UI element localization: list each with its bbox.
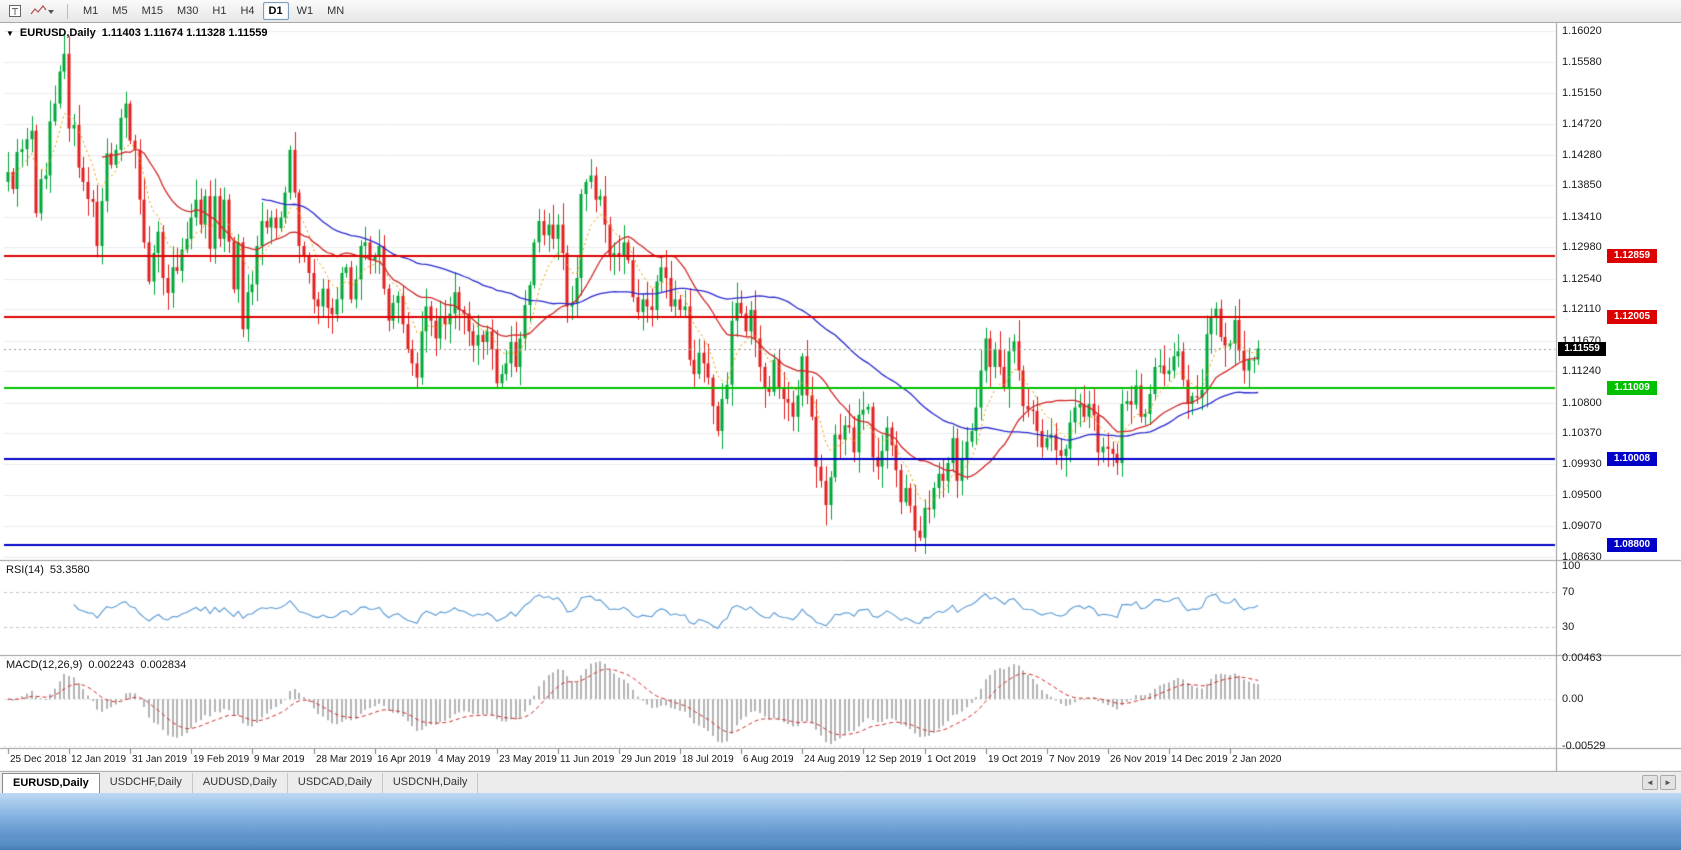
tab-audusd-daily[interactable]: AUDUSD,Daily — [193, 773, 288, 793]
tab-usdchf-daily[interactable]: USDCHF,Daily — [100, 773, 193, 793]
timeframe-d1[interactable]: D1 — [262, 2, 289, 20]
rsi-pane-title: RSI(14) 53.3580 — [6, 564, 90, 576]
quote-header: ▼ EURUSD,Daily 1.11403 1.11674 1.11328 1… — [6, 27, 268, 39]
tab-scroll-right-button[interactable]: ► — [1660, 775, 1676, 790]
tab-scroll-buttons: ◄ ► — [1642, 775, 1676, 790]
chart-style-dropdown[interactable] — [28, 2, 58, 21]
timeframe-h4[interactable]: H4 — [234, 2, 260, 20]
timeframe-m1[interactable]: M1 — [77, 2, 104, 20]
chevron-down-icon — [48, 10, 54, 14]
timeframe-mn[interactable]: MN — [321, 2, 350, 20]
macd-label: MACD(12,26,9) — [6, 659, 83, 671]
tab-usdcnh-daily[interactable]: USDCNH,Daily — [383, 773, 479, 793]
timeframe-w1[interactable]: W1 — [291, 2, 320, 20]
zigzag-icon — [30, 5, 47, 15]
toolbar: M1 M5 M15 M30 H1 H4 D1 W1 MN — [0, 0, 1681, 23]
macd-main-value: 0.002243 — [88, 659, 135, 671]
chart-window-icon[interactable] — [4, 2, 26, 21]
tab-usdcad-daily[interactable]: USDCAD,Daily — [288, 773, 383, 793]
timeframe-m30[interactable]: M30 — [171, 2, 204, 20]
timeframe-m5[interactable]: M5 — [106, 2, 133, 20]
symbol-label: EURUSD,Daily — [19, 27, 96, 39]
taskbar-strip — [0, 793, 1681, 850]
chart-tabs-bar: EURUSD,Daily USDCHF,Daily AUDUSD,Daily USDC… — [0, 772, 1681, 793]
timeframe-h1[interactable]: H1 — [206, 2, 232, 20]
rsi-value: 53.3580 — [49, 564, 90, 576]
rsi-label: RSI(14) — [6, 564, 44, 576]
macd-pane-title: MACD(12,26,9) 0.002243 0.002834 — [6, 659, 186, 671]
quote-expand-arrow[interactable]: ▼ — [6, 28, 14, 38]
chart-tabs: EURUSD,Daily USDCHF,Daily AUDUSD,Daily USDC… — [2, 773, 479, 793]
toolbar-separator — [67, 3, 68, 19]
timeframe-group: M1 M5 M15 M30 H1 H4 D1 W1 MN — [77, 2, 350, 20]
ohlc-values: 1.11403 1.11674 1.11328 1.11559 — [101, 27, 268, 39]
timeframe-m15[interactable]: M15 — [136, 2, 169, 20]
tab-scroll-left-button[interactable]: ◄ — [1642, 775, 1658, 790]
tab-eurusd-daily[interactable]: EURUSD,Daily — [2, 773, 100, 793]
macd-signal-value: 0.002834 — [140, 659, 187, 671]
